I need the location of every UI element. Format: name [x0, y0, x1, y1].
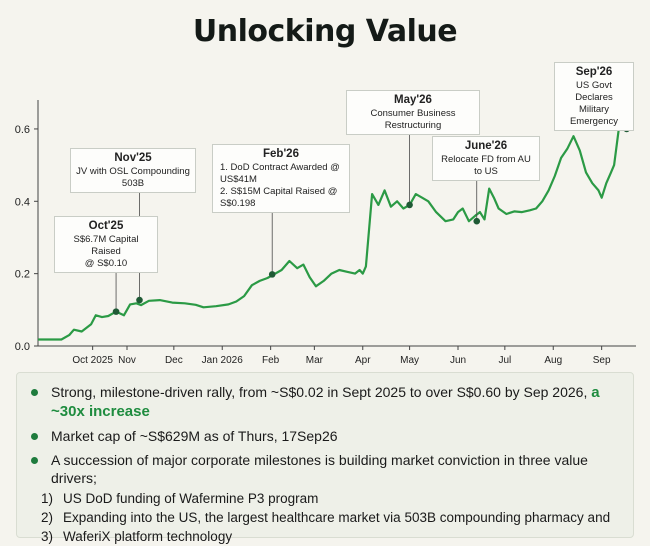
callout-text: Relocate FD from AU to US — [441, 154, 531, 177]
x-tick-label: Aug — [544, 355, 562, 366]
price-chart: 0.0 0.2 0.4 0.6 Oct 2025 Nov Dec Jan 2026 Feb Mar… — [15, 100, 636, 366]
x-tick-label: Mar — [306, 355, 324, 366]
driver-number: 1) — [41, 491, 54, 506]
callout-text: S$6.7M Capital Raised — [73, 234, 139, 257]
driver-text: WaferiX platform technology — [63, 529, 233, 544]
callout-title: Nov'25 — [114, 152, 152, 164]
callout-title: Sep'26 — [575, 66, 613, 78]
callout-text: Consumer Business Restructuring — [370, 108, 456, 131]
x-tick-label: Jan 2026 — [202, 355, 244, 366]
callout-box: Nov'25 JV with OSL Compounding 503B — [70, 148, 196, 193]
callout-text: Military Emergency — [569, 104, 619, 127]
driver-item: 3) WaferiX platform technology — [31, 527, 623, 546]
milestone-marker — [473, 217, 481, 225]
summary-bullet: Market cap of ~S$629M as of Thurs, 17Sep… — [31, 427, 623, 445]
callout-box: Sep'26 US Govt Declares Military Emergency — [554, 62, 634, 131]
callout-text: @ S$0.10 — [84, 258, 128, 269]
price-series-line — [38, 117, 628, 341]
callout-title: Feb'26 — [263, 148, 299, 160]
callout-box: Oct'25 S$6.7M Capital Raised @ S$0.10 — [54, 216, 158, 273]
y-tick-label: 0.2 — [15, 269, 30, 281]
driver-text: US DoD funding of Wafermine P3 program — [63, 491, 319, 506]
y-tick-label: 0.6 — [15, 124, 30, 136]
callout-title: June'26 — [464, 140, 508, 152]
x-tick-label: Jul — [498, 355, 511, 366]
callout-box: May'26 Consumer Business Restructuring — [346, 90, 480, 135]
bullet-dot — [31, 457, 38, 464]
driver-item: 2) Expanding into the US, the largest he… — [31, 508, 623, 527]
milestone-marker — [268, 271, 276, 278]
x-tick-label: May — [400, 355, 419, 366]
callout-text: JV with OSL Compounding 503B — [76, 166, 190, 189]
x-tick-label: Nov — [118, 355, 136, 366]
summary-panel: Strong, milestone-driven rally, from ~S$… — [16, 372, 634, 544]
callout-text: 2. S$15M Capital Raised @ S$0.198 — [220, 186, 338, 209]
bullet-highlight: a ~30x increase — [51, 384, 600, 420]
callout-text: 1. DoD Contract Awarded @ US$41M — [220, 162, 340, 185]
driver-number: 2) — [41, 510, 54, 525]
bullet-dot — [31, 389, 38, 396]
milestone-marker — [136, 296, 143, 304]
driver-number: 3) — [41, 529, 54, 544]
x-tick-label: Jun — [450, 355, 466, 366]
bullet-text: A succession of major corporate mileston… — [51, 452, 588, 486]
summary-bullet: A succession of major corporate mileston… — [31, 451, 623, 487]
callout-box: Feb'26 1. DoD Contract Awarded @ US$41M 2.… — [212, 144, 350, 213]
x-tick-label: Apr — [355, 355, 371, 366]
callout-text: US Govt Declares — [575, 80, 613, 103]
bullet-text: Strong, milestone-driven rally, from ~S$… — [51, 384, 588, 400]
chart-title: Unlocking Value — [192, 14, 458, 49]
callout-box: June'26 Relocate FD from AU to US — [432, 136, 540, 181]
y-tick-label: 0.4 — [15, 196, 30, 208]
y-tick-label: 0.0 — [15, 341, 30, 353]
callout-title: Oct'25 — [88, 220, 124, 232]
x-tick-label: Dec — [165, 355, 183, 366]
milestone-marker — [406, 201, 413, 209]
driver-text: Expanding into the US, the largest healt… — [63, 510, 611, 525]
summary-bullet: Strong, milestone-driven rally, from ~S$… — [31, 383, 623, 421]
milestone-marker — [112, 308, 120, 315]
x-tick-label: Feb — [262, 355, 280, 366]
bullet-dot — [31, 433, 38, 440]
driver-item: 1) US DoD funding of Wafermine P3 progra… — [31, 489, 623, 508]
callout-title: May'26 — [394, 94, 432, 106]
bullet-text: Market cap of ~S$629M as of Thurs, 17Sep… — [51, 428, 338, 444]
x-tick-label: Sep — [593, 355, 611, 366]
x-tick-label: Oct 2025 — [72, 355, 113, 366]
